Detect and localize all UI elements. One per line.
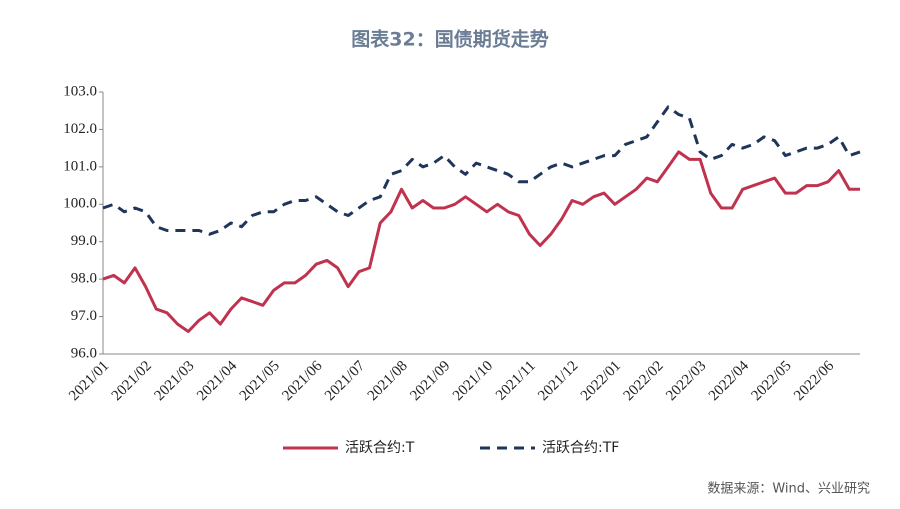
y-tick-label: 103.0 bbox=[63, 83, 97, 99]
x-tick-label: 2021/05 bbox=[237, 358, 283, 404]
chart-title: 图表32：国债期货走势 bbox=[351, 28, 548, 51]
y-tick-label: 102.0 bbox=[63, 121, 97, 137]
x-tick-label: 2021/09 bbox=[407, 358, 453, 404]
x-tick-label: 2021/04 bbox=[194, 358, 240, 404]
series-line bbox=[102, 150, 860, 333]
x-tick-label: 2022/05 bbox=[749, 358, 795, 404]
y-tick-label: 98.0 bbox=[71, 271, 97, 287]
x-tick-label: 2022/01 bbox=[578, 358, 624, 404]
y-tick-label: 96.0 bbox=[71, 345, 97, 361]
series-line bbox=[102, 105, 861, 236]
x-tick-label: 2021/11 bbox=[493, 358, 539, 404]
x-tick-label: 2022/04 bbox=[706, 358, 752, 404]
x-tick-label: 2022/02 bbox=[621, 358, 667, 404]
x-tick-label: 2021/12 bbox=[535, 358, 581, 404]
x-tick-label: 2022/06 bbox=[791, 358, 837, 404]
x-tick-label: 2022/03 bbox=[663, 358, 709, 404]
x-tick-label: 2021/10 bbox=[450, 358, 496, 404]
x-tick-label: 2021/01 bbox=[66, 358, 112, 404]
source-note: 数据来源：Wind、兴业研究 bbox=[707, 482, 870, 497]
y-tick-label: 99.0 bbox=[71, 233, 97, 249]
x-tick-label: 2021/08 bbox=[365, 358, 411, 404]
x-tick-label: 2021/06 bbox=[279, 358, 325, 404]
y-tick-label: 101.0 bbox=[63, 158, 97, 174]
x-tick-label: 2021/02 bbox=[109, 358, 155, 404]
legend-label: 活跃合约:TF bbox=[542, 440, 619, 456]
y-tick-label: 100.0 bbox=[63, 196, 97, 212]
legend-label: 活跃合约:T bbox=[345, 440, 415, 456]
x-tick-label: 2021/03 bbox=[151, 358, 197, 404]
y-tick-label: 97.0 bbox=[71, 308, 97, 324]
x-tick-label: 2021/07 bbox=[322, 358, 368, 404]
